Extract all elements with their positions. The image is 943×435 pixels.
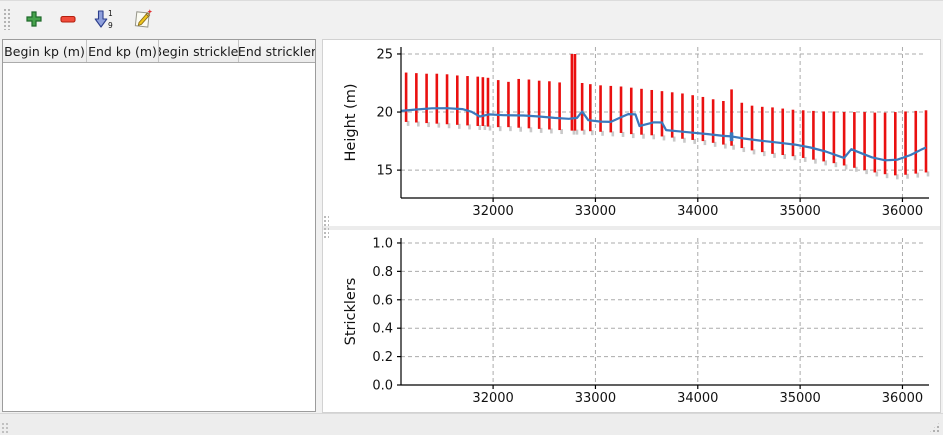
- minus-icon: [60, 15, 76, 23]
- sort-numeric-icon: 1 9: [94, 9, 113, 30]
- chart-divider: [323, 226, 940, 230]
- svg-text:32000: 32000: [472, 391, 513, 406]
- svg-text:32000: 32000: [472, 204, 513, 219]
- svg-text:0.2: 0.2: [372, 350, 393, 365]
- svg-text:33000: 33000: [575, 204, 616, 219]
- svg-text:0.0: 0.0: [372, 379, 393, 394]
- chart-splitter-handle[interactable]: [323, 215, 329, 239]
- sort-rows-button[interactable]: 1 9: [90, 6, 116, 32]
- svg-text:36000: 36000: [882, 204, 923, 219]
- svg-text:1.0: 1.0: [372, 236, 393, 251]
- resize-grip-icon[interactable]: [928, 421, 941, 434]
- height-chart: 32000 33000 34000 35000 36000 15 20 25 Height (m…: [343, 47, 930, 219]
- strickler-table: Begin kp (m) End kp (m) Begin strickler …: [2, 39, 316, 412]
- svg-text:34000: 34000: [677, 391, 718, 406]
- sort-badge-top: 1: [108, 9, 113, 18]
- remove-row-button[interactable]: [56, 6, 82, 32]
- svg-text:35000: 35000: [779, 204, 820, 219]
- charts-canvas[interactable]: 32000 33000 34000 35000 36000 15 20 25 Height (m…: [323, 40, 940, 412]
- chart-panel: 32000 33000 34000 35000 36000 15 20 25 Height (m…: [322, 39, 941, 413]
- table-body[interactable]: [3, 63, 315, 411]
- sort-badge-bottom: 9: [108, 21, 113, 30]
- tick-labels: 32000 33000 34000 35000 36000 15 20 25: [376, 47, 923, 219]
- axes: [397, 238, 929, 389]
- toolbar: 1 9: [0, 1, 943, 37]
- toolbar-drag-handle[interactable]: [3, 8, 10, 30]
- svg-text:25: 25: [376, 47, 393, 62]
- svg-text:36000: 36000: [882, 391, 923, 406]
- col-begin-kp[interactable]: Begin kp (m): [3, 40, 87, 62]
- water-level-line: [400, 107, 927, 162]
- col-begin-strickler[interactable]: Begin strickler: [159, 40, 239, 62]
- statusbar-left-grip-icon: [1, 422, 9, 434]
- gridlines: [401, 238, 926, 385]
- plus-icon: [26, 11, 42, 27]
- svg-text:15: 15: [376, 164, 393, 179]
- svg-text:0.4: 0.4: [372, 322, 393, 337]
- col-end-strickler[interactable]: End strickler: [239, 43, 315, 59]
- svg-text:33000: 33000: [575, 391, 616, 406]
- stricklers-axis-label: Stricklers: [343, 278, 359, 346]
- svg-text:0.8: 0.8: [372, 265, 393, 280]
- stricklers-chart: 32000 33000 34000 35000 36000 0.0 0.2 0.4 0.6 0.8…: [343, 236, 929, 406]
- add-row-button[interactable]: [22, 6, 48, 32]
- status-bar: [0, 413, 943, 435]
- svg-text:20: 20: [376, 106, 393, 121]
- table-header: Begin kp (m) End kp (m) Begin strickler …: [3, 40, 315, 63]
- edit-button[interactable]: [130, 6, 156, 32]
- svg-text:34000: 34000: [677, 204, 718, 219]
- col-end-kp[interactable]: End kp (m): [87, 40, 159, 62]
- edit-icon: [134, 9, 153, 28]
- axes: [397, 47, 929, 202]
- tick-labels: 32000 33000 34000 35000 36000 0.0 0.2 0.4 0.6 0.8…: [372, 236, 923, 406]
- height-axis-label: Height (m): [343, 84, 359, 162]
- cross-section-range-bars: [404, 53, 930, 180]
- svg-text:0.6: 0.6: [372, 293, 393, 308]
- svg-text:35000: 35000: [779, 391, 820, 406]
- gridlines: [401, 47, 926, 198]
